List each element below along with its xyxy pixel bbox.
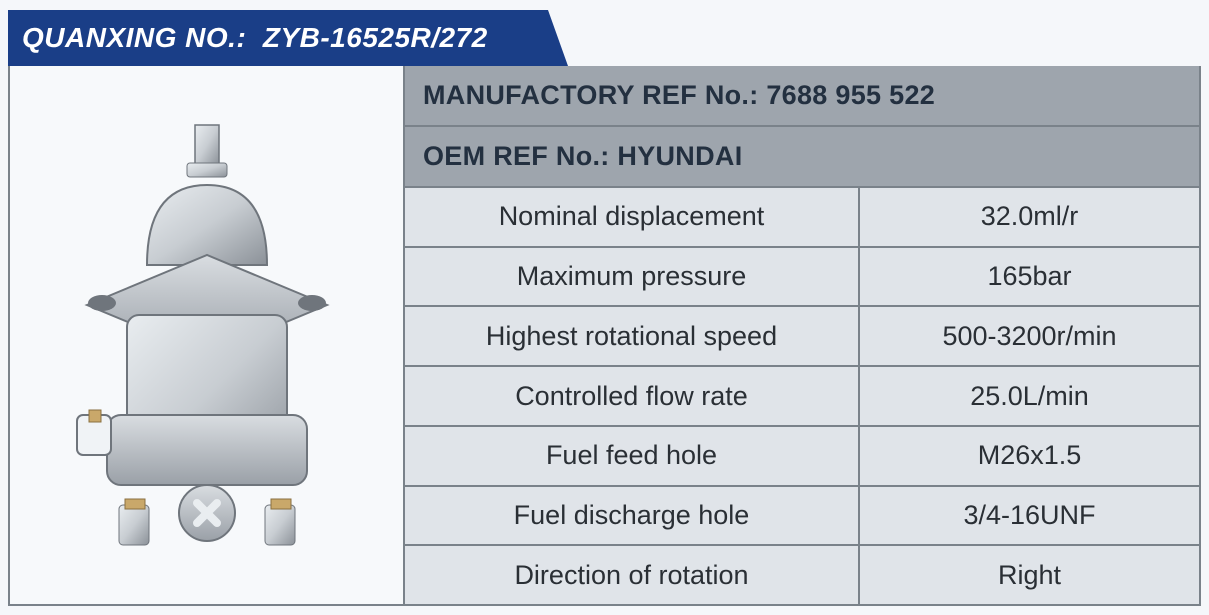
spec-row: Fuel feed hole M26x1.5 [405,427,1199,487]
manufactory-ref-row: MANUFACTORY REF No.: 7688 955 522 [405,66,1199,127]
oem-ref-value: HYUNDAI [617,141,742,171]
header-title: QUANXING NO.: ZYB-16525R/272 [8,22,488,54]
spec-row: Nominal displacement 32.0ml/r [405,188,1199,248]
spec-row: Fuel discharge hole 3/4-16UNF [405,487,1199,547]
spec-value: 165bar [860,251,1199,302]
spec-row: Direction of rotation Right [405,546,1199,604]
spec-value: 25.0L/min [860,371,1199,422]
manufactory-ref-label: MANUFACTORY REF No.: [423,80,759,110]
spec-label: Controlled flow rate [405,367,860,425]
oem-ref-row: OEM REF No.: HYUNDAI [405,127,1199,188]
spec-label: Direction of rotation [405,546,860,604]
header-label: QUANXING NO.: [22,22,246,53]
content-area: MANUFACTORY REF No.: 7688 955 522 OEM RE… [8,66,1201,606]
spec-value: M26x1.5 [860,430,1199,481]
spec-value: Right [860,550,1199,601]
spec-label: Highest rotational speed [405,307,860,365]
spec-row: Highest rotational speed 500-3200r/min [405,307,1199,367]
spec-row: Maximum pressure 165bar [405,248,1199,308]
spec-label: Nominal displacement [405,188,860,246]
header-bar: QUANXING NO.: ZYB-16525R/272 [8,10,1201,66]
spec-value: 3/4-16UNF [860,490,1199,541]
oem-ref-label: OEM REF No.: [423,141,610,171]
spec-row: Controlled flow rate 25.0L/min [405,367,1199,427]
manufactory-ref-value: 7688 955 522 [766,80,935,110]
spec-label: Maximum pressure [405,248,860,306]
spec-panel: MANUFACTORY REF No.: 7688 955 522 OEM RE… [405,66,1199,604]
product-image-panel [10,66,405,604]
spec-label: Fuel feed hole [405,427,860,485]
spec-value: 500-3200r/min [860,311,1199,362]
pump-illustration [47,115,367,555]
spec-label: Fuel discharge hole [405,487,860,545]
spec-value: 32.0ml/r [860,191,1199,242]
header-value: ZYB-16525R/272 [263,22,488,53]
